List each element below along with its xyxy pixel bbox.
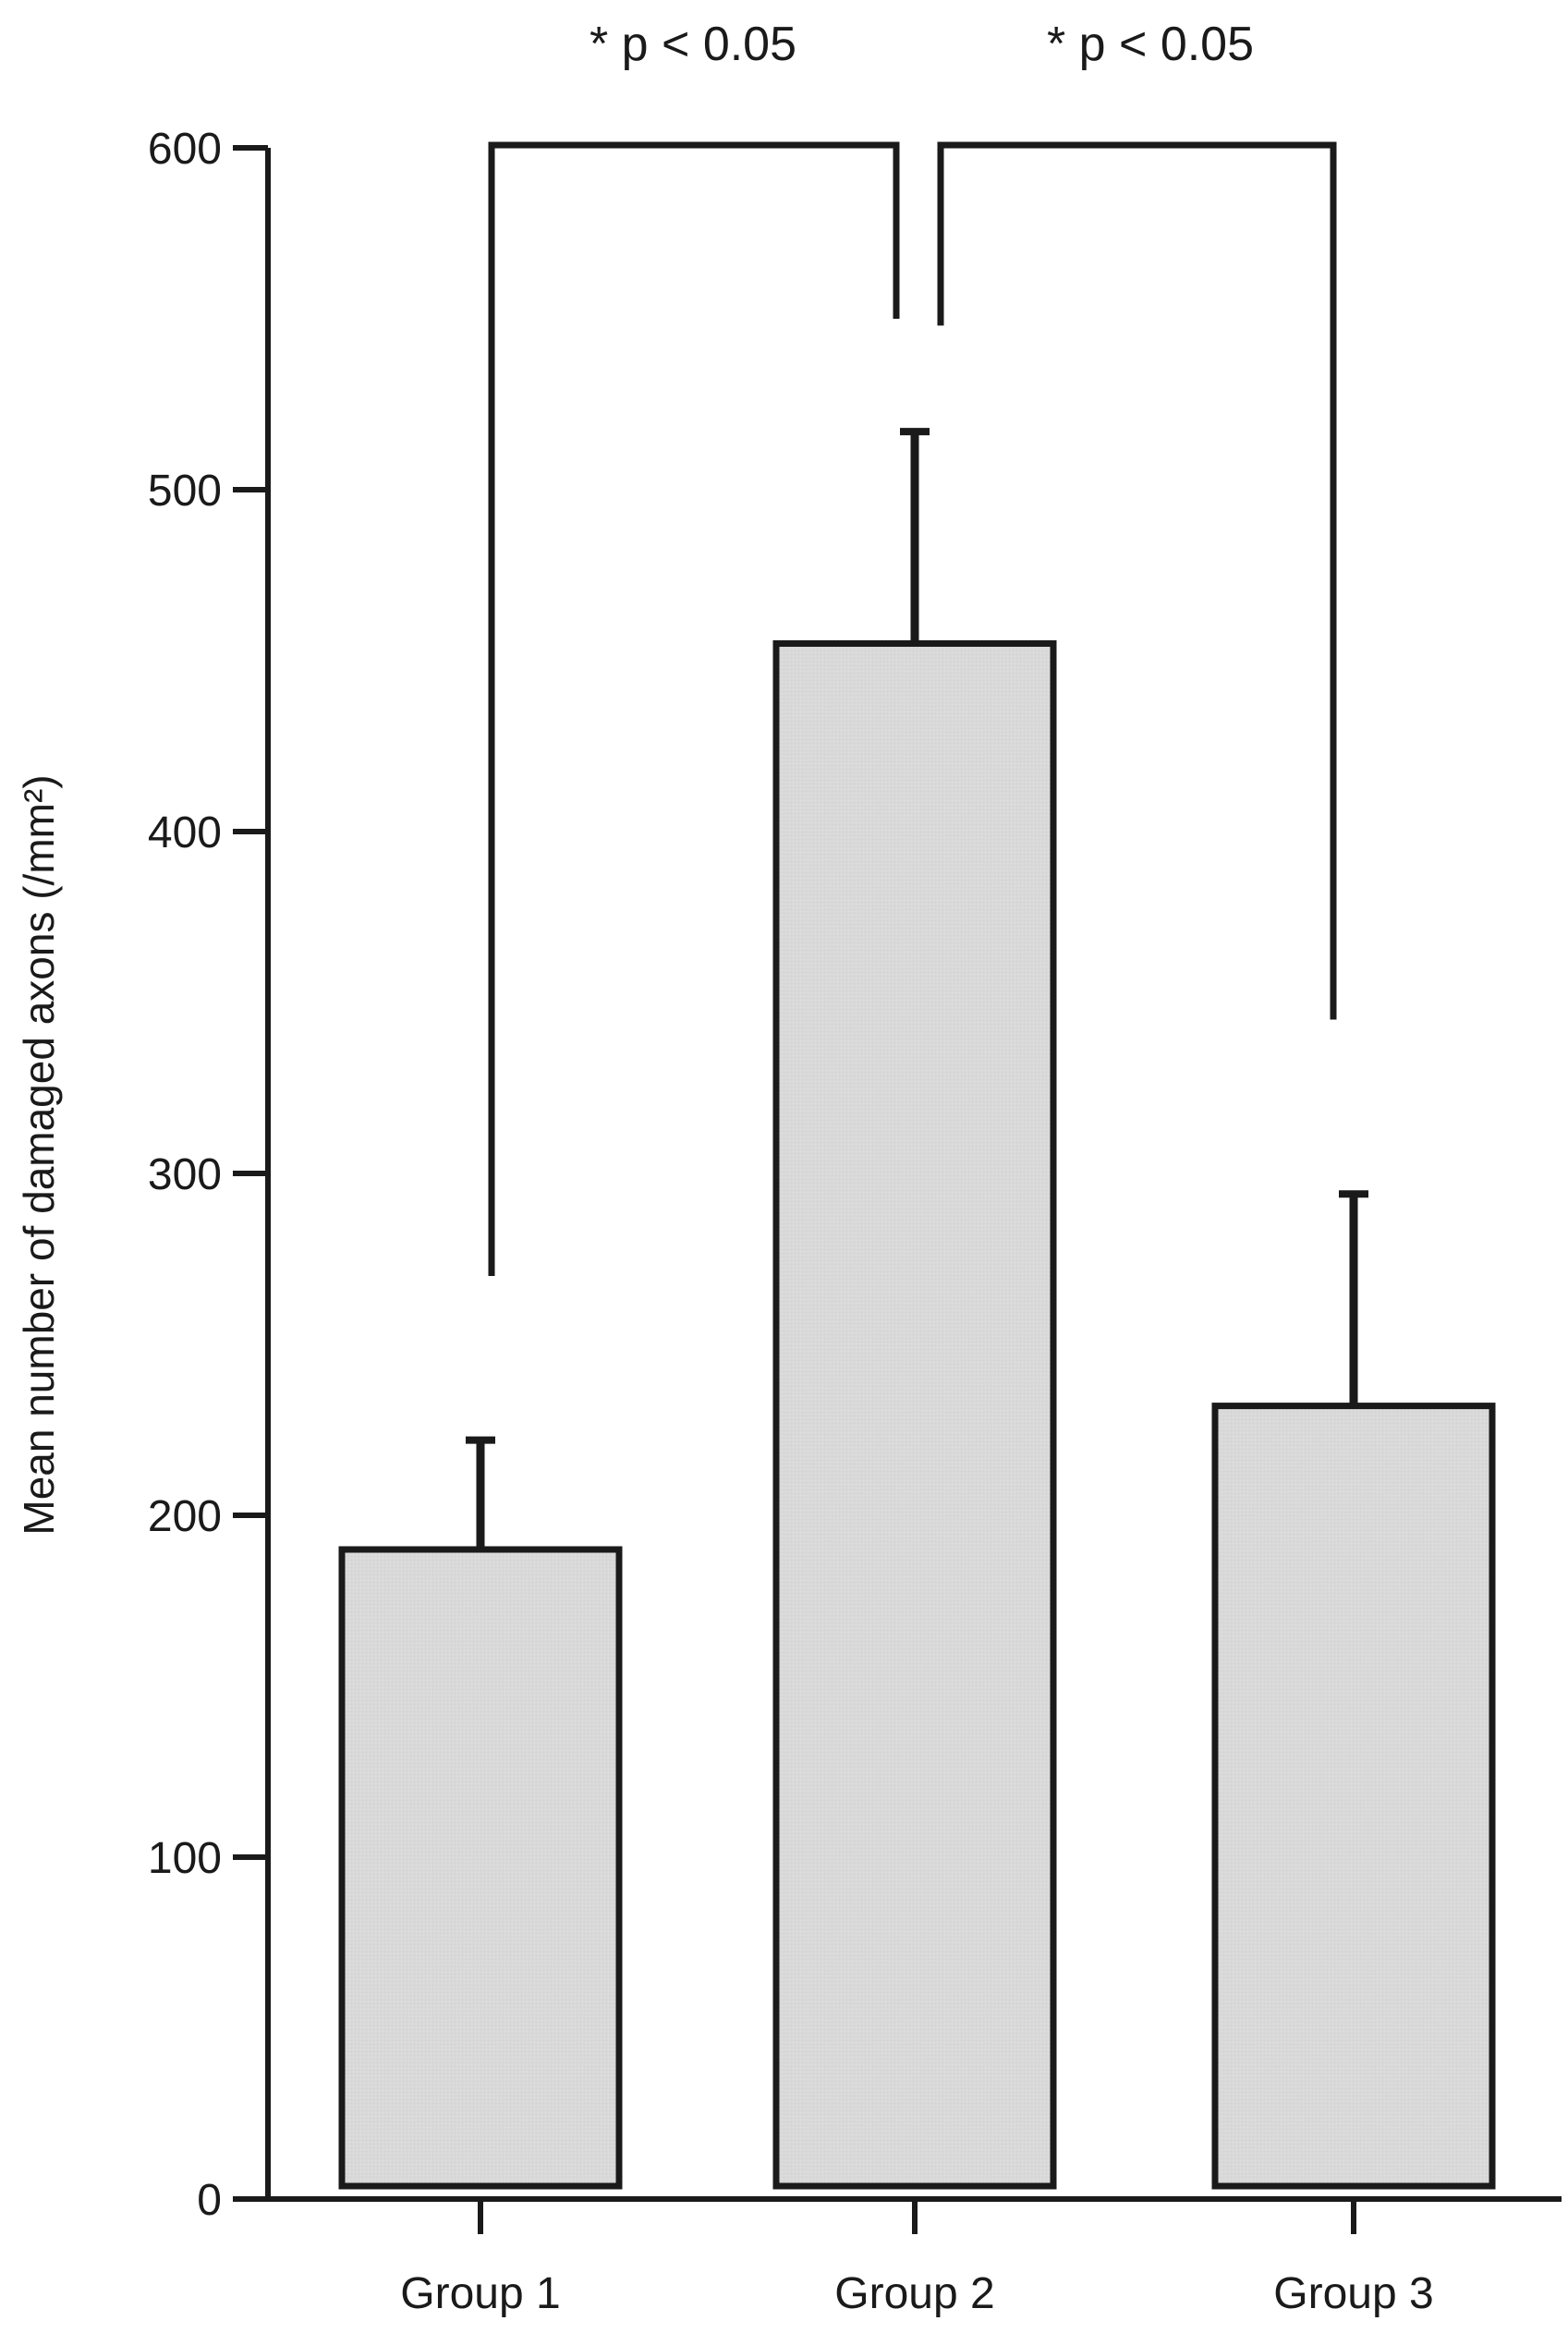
significance-bracket (488, 141, 900, 1276)
significance-brackets: * p < 0.05 * p < 0.05 (488, 18, 1337, 1276)
y-tick-label: 500 (148, 467, 222, 516)
x-tick-label: Group 3 (1273, 2269, 1433, 2318)
error-bars (466, 428, 1368, 1549)
significance-label: * p < 0.05 (590, 18, 796, 71)
y-axis-label: Mean number of damaged axons (/mm²) (15, 774, 63, 1535)
y-tick-label: 0 (197, 2176, 222, 2225)
x-tick-label: Group 2 (834, 2269, 994, 2318)
y-tick-label: 300 (148, 1150, 222, 1199)
bar-group-1 (338, 1546, 623, 2190)
significance-bracket (937, 141, 1337, 1020)
bars (338, 640, 1496, 2190)
y-tick-label: 400 (148, 808, 222, 857)
significance-label: * p < 0.05 (1047, 18, 1254, 71)
axes: 0 100 200 300 400 500 600 Group 1 Group 2 Group 3 (148, 125, 1562, 2318)
y-tick-label: 100 (148, 1834, 222, 1883)
bar-group-3 (1211, 1403, 1496, 2190)
x-tick-label: Group 1 (400, 2269, 560, 2318)
y-tick-label: 200 (148, 1492, 222, 1541)
y-tick-label: 600 (148, 125, 222, 174)
bar-group-2 (772, 640, 1057, 2190)
